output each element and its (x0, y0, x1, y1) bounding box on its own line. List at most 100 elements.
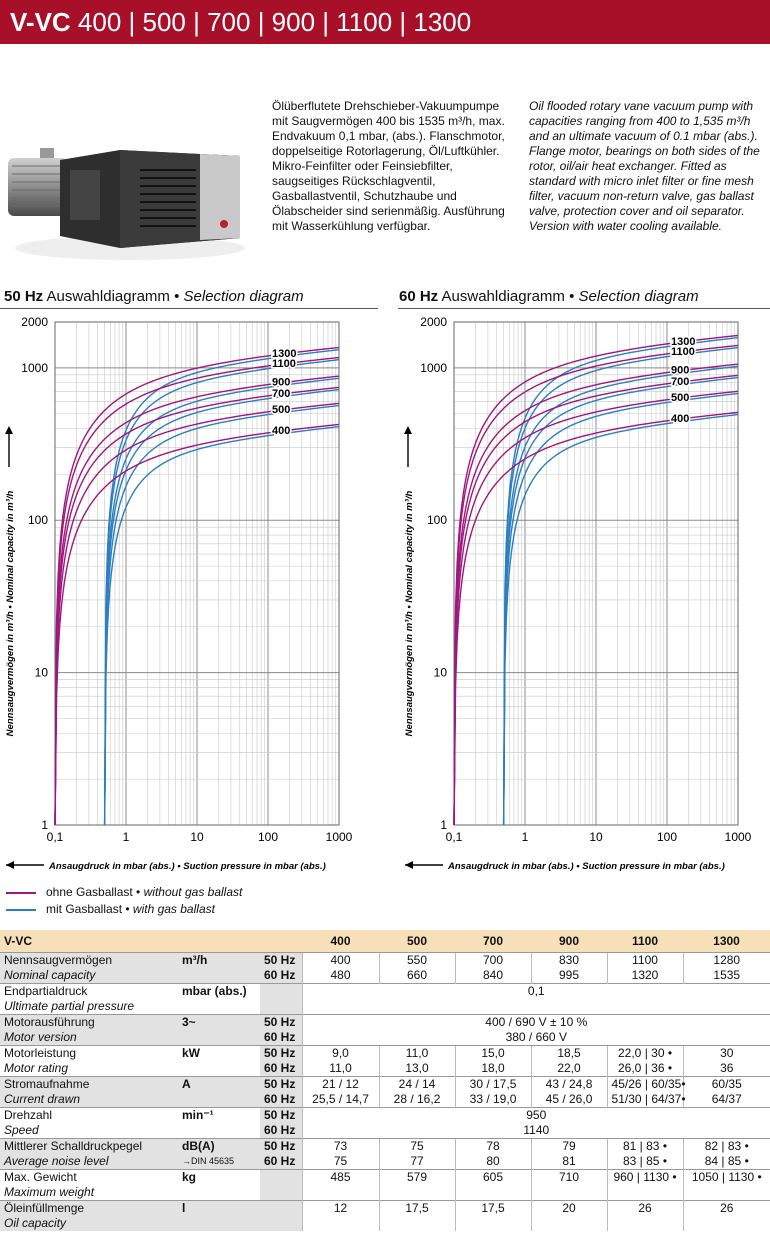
row-value: 550 (378, 952, 456, 968)
row-value: 60/35 (682, 1076, 770, 1092)
row-value: 83 | 85 • (606, 1154, 684, 1170)
row-value: 82 | 83 • (682, 1138, 770, 1154)
row-value: 1280 (682, 952, 770, 968)
series-label-1100: 1100 (671, 346, 695, 358)
table-header-size: 1300 (683, 930, 770, 953)
row-value-all-sizes: 400 / 690 V ± 10 % (301, 1014, 770, 1030)
table-row: Mittlerer Schalldruckpegel dB(A) 50 Hz 73 75… (0, 1138, 770, 1154)
row-value: 45/26 | 60/35• (606, 1076, 686, 1092)
row-frequency: 60 Hz (260, 1092, 303, 1108)
row-value: 13,0 (378, 1061, 456, 1077)
row-value: 81 (530, 1154, 608, 1170)
series-label-400: 400 (272, 425, 290, 437)
table-header-size: 400 (302, 930, 380, 953)
row-unit-note: →DIN 45635 (178, 1154, 260, 1170)
x-axis-arrow-head (405, 861, 413, 869)
diagram-50hz-freq: 50 Hz (4, 288, 44, 305)
row-value (454, 1185, 532, 1201)
row-value: 579 (378, 1169, 456, 1185)
row-value: 21 / 12 (301, 1076, 380, 1092)
row-label-de: Mittlerer Schalldruckpegel (0, 1138, 178, 1154)
row-frequency (260, 1169, 303, 1185)
curve-without-gas-ballast-400 (54, 423, 340, 826)
row-value: 830 (530, 952, 608, 968)
y-axis-arrow-head (404, 426, 412, 434)
table-row: Max. Gewicht kg 485 579 605 710 960 | 1130 • 10… (0, 1169, 770, 1185)
legend-label-without: ohne Gasballast • without gas ballast (46, 885, 242, 899)
series-label-900: 900 (671, 365, 689, 377)
curve-with-gas-ballast-1100 (103, 358, 340, 826)
table-row: Endpartialdruck mbar (abs.) 0,1 (0, 983, 770, 999)
row-value (606, 1216, 684, 1231)
table-row: Motor rating 60 Hz 11,0 13,0 18,0 22,0 26,0 | … (0, 1061, 770, 1077)
row-label-en: Oil capacity (0, 1216, 178, 1231)
legend-without-de: ohne Gasballast • (46, 885, 141, 899)
row-value: 995 (530, 968, 608, 984)
row-value: 660 (378, 968, 456, 984)
curve-with-gas-ballast-1300 (103, 348, 340, 826)
legend-swatch-without (6, 892, 36, 894)
row-value: 81 | 83 • (606, 1138, 684, 1154)
curve-without-gas-ballast-1100 (453, 344, 739, 826)
table-row: Current drawn 60 Hz 25,5 / 14,7 28 / 16,2 33… (0, 1092, 770, 1108)
series-label-1100: 1100 (272, 358, 296, 370)
table-header-size: 500 (379, 930, 456, 953)
row-frequency: 50 Hz (260, 1076, 303, 1092)
row-unit-note (178, 1185, 260, 1201)
series-label-700: 700 (671, 376, 689, 388)
specification-table: V-VC 400 500 700 900 1100 1300 Nennsaugvermögen… (0, 930, 770, 1231)
table-row: Maximum weight (0, 1185, 770, 1201)
row-frequency: 50 Hz (260, 1045, 303, 1061)
row-frequency (260, 1200, 303, 1216)
row-value: 26 (682, 1200, 770, 1216)
row-label-de: Endpartialdruck (0, 983, 178, 999)
row-value: 75 (378, 1138, 456, 1154)
row-value: 26,0 | 36 • (606, 1061, 684, 1077)
diagram-60hz-freq: 60 Hz (399, 288, 439, 305)
row-frequency: 60 Hz (260, 1030, 303, 1046)
row-value: 28 / 16,2 (378, 1092, 456, 1108)
row-value: 43 / 24,8 (530, 1076, 608, 1092)
row-frequency: 50 Hz (260, 1107, 303, 1123)
curve-without-gas-ballast-700 (54, 386, 340, 826)
row-value (530, 1216, 608, 1231)
row-value: 400 (301, 952, 380, 968)
diagram-50hz-en: Selection diagram (183, 288, 304, 305)
row-label-de: Motorausführung (0, 1014, 178, 1030)
curve-with-gas-ballast-700 (502, 376, 739, 826)
y-tick-label: 10 (35, 666, 49, 680)
row-value: 605 (454, 1169, 532, 1185)
model-sizes: 400 | 500 | 700 | 900 | 1100 | 1300 (77, 7, 472, 37)
series-label-1300: 1300 (671, 336, 695, 348)
curve-with-gas-ballast-900 (103, 377, 340, 826)
row-value (682, 1216, 770, 1231)
series-label-1300: 1300 (272, 348, 296, 360)
curve-without-gas-ballast-1300 (54, 346, 340, 826)
series-label-400: 400 (671, 413, 689, 425)
curve-with-gas-ballast-700 (103, 388, 340, 826)
y-tick-label: 10 (434, 666, 448, 680)
table-header-model: V-VC (0, 930, 303, 953)
row-value: 20 (530, 1200, 608, 1216)
row-unit: mbar (abs.) (178, 983, 260, 999)
curve-without-gas-ballast-700 (453, 374, 739, 826)
row-value: 1535 (682, 968, 770, 984)
title-bar: V-VC 400 | 500 | 700 | 900 | 1100 | 1300 (0, 0, 770, 44)
row-frequency: 60 Hz (260, 968, 303, 984)
row-label-de: Max. Gewicht (0, 1169, 178, 1185)
y-axis-label: Nennsaugvermögen in m³/h • Nominal capac… (5, 490, 16, 736)
row-value (378, 1216, 456, 1231)
diagram-60hz-de: Auswahldiagramm • (441, 288, 575, 305)
row-label-en: Average noise level (0, 1154, 178, 1170)
row-value: 73 (301, 1138, 380, 1154)
diagram-50hz-de: Auswahldiagramm • (46, 288, 180, 305)
legend-with-en: with gas ballast (132, 902, 215, 916)
x-tick-label: 1 (522, 830, 529, 844)
row-value (301, 1185, 380, 1201)
row-label-en: Speed (0, 1123, 178, 1139)
legend-label-with: mit Gasballast • with gas ballast (46, 902, 215, 916)
row-label-de: Öleinfüllmenge (0, 1200, 178, 1216)
row-value: 75 (301, 1154, 380, 1170)
table-row: Nennsaugvermögen m³/h 50 Hz 400 550 700 830 110… (0, 952, 770, 968)
row-value: 80 (454, 1154, 532, 1170)
